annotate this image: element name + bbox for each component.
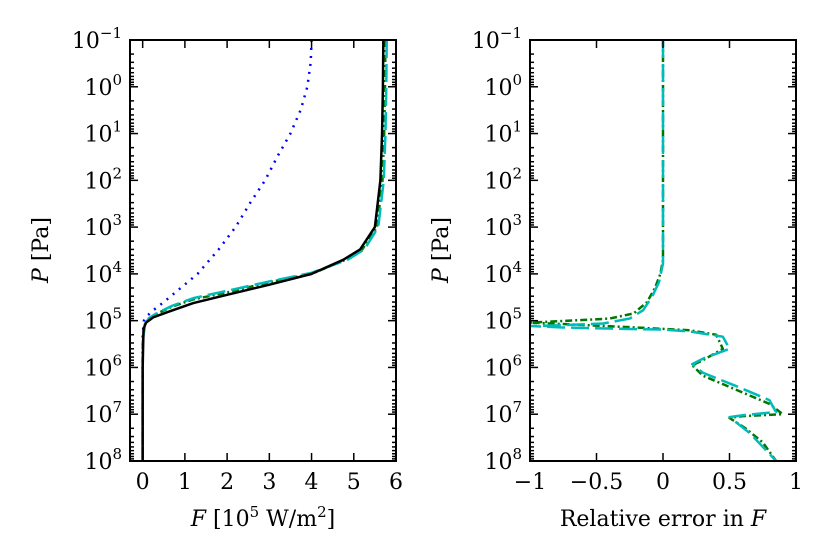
right-y-tick-label: 108 <box>484 445 522 475</box>
left-x-tick-label: 3 <box>262 470 276 495</box>
left-y-axis-label: P [Pa] <box>29 217 54 284</box>
left-x-axis-label-var: F <box>190 507 207 532</box>
left-axes-frame <box>129 39 397 462</box>
left-y-tick-label: 106 <box>84 351 122 381</box>
right-y-tick-label: 103 <box>484 211 522 241</box>
right-x-axis-label-pre: Relative error in <box>560 507 751 532</box>
left-x-tick-label: 1 <box>178 470 192 495</box>
right-y-tick-label: 105 <box>484 305 522 335</box>
left-y-tick-label: 107 <box>84 398 122 428</box>
left-x-tick-label: 0 <box>136 470 150 495</box>
left-y-tick-label: 104 <box>84 258 122 288</box>
right-y-tick-label: 106 <box>484 351 522 381</box>
left-y-tick-labels: 10−1 100 101 102 103 104 105 106 107 108 <box>72 24 122 475</box>
right-x-tick-label: −1 <box>514 470 546 495</box>
left-ticks <box>130 39 397 462</box>
left-series-line-3 <box>141 40 385 461</box>
right-plot-lines <box>530 40 784 461</box>
right-y-axis-label: P [Pa] <box>429 217 454 284</box>
right-x-tick-label: 1 <box>789 470 803 495</box>
right-y-axis-label-var: P <box>429 267 454 284</box>
right-series-line-0 <box>530 40 784 461</box>
right-y-tick-label: 102 <box>484 164 522 194</box>
right-y-tick-label: 104 <box>484 258 522 288</box>
left-x-tick-label: 2 <box>220 470 234 495</box>
left-x-axis-label-exp: 5 <box>250 503 260 521</box>
right-x-tick-label: 0.5 <box>712 470 747 495</box>
right-x-tick-labels: −1 −0.5 0 0.5 1 <box>514 470 803 495</box>
right-y-tick-label: 10−1 <box>472 24 522 54</box>
left-x-axis-label-pre: [10 <box>206 507 250 532</box>
left-y-tick-label: 102 <box>84 164 122 194</box>
right-x-tick-label: 0 <box>656 470 670 495</box>
left-series-line-2 <box>141 40 388 461</box>
left-y-axis-label-rest: [Pa] <box>29 217 54 268</box>
right-y-axis-label-rest: [Pa] <box>429 217 454 268</box>
left-x-tick-label: 4 <box>305 470 319 495</box>
left-y-tick-label: 10−1 <box>72 24 122 54</box>
left-plot-lines <box>141 40 388 461</box>
right-series-line-1 <box>530 40 778 461</box>
left-x-tick-label: 5 <box>347 470 361 495</box>
right-y-tick-labels: 10−1 100 101 102 103 104 105 106 107 108 <box>472 24 522 475</box>
right-y-tick-label: 101 <box>484 118 522 148</box>
left-series-line-0 <box>141 40 313 461</box>
left-y-tick-label: 108 <box>84 445 122 475</box>
left-y-tick-label: 101 <box>84 118 122 148</box>
right-x-axis-label: Relative error in F <box>560 507 767 532</box>
left-x-tick-label: 6 <box>389 470 403 495</box>
right-y-tick-label: 107 <box>484 398 522 428</box>
left-y-tick-label: 105 <box>84 305 122 335</box>
right-ticks <box>529 39 797 462</box>
left-x-axis-label: F [105 W/m2] <box>190 503 335 532</box>
right-x-tick-label: −0.5 <box>570 470 623 495</box>
left-y-tick-label: 100 <box>84 71 122 101</box>
right-y-tick-label: 100 <box>484 71 522 101</box>
left-x-axis-label-exp2: 2 <box>317 503 327 521</box>
left-series-line-1 <box>141 40 387 461</box>
left-x-axis-label-post: ] <box>327 507 336 532</box>
right-x-axis-label-var: F <box>750 507 767 532</box>
right-panel: −1 −0.5 0 0.5 1 10−1 100 101 102 103 104 105 106 107… <box>429 24 803 532</box>
left-y-tick-label: 103 <box>84 211 122 241</box>
left-y-axis-label-var: P <box>29 267 54 284</box>
left-x-axis-label-mid: W/m <box>259 507 317 532</box>
left-x-tick-labels: 0 1 2 3 4 5 6 <box>136 470 403 495</box>
